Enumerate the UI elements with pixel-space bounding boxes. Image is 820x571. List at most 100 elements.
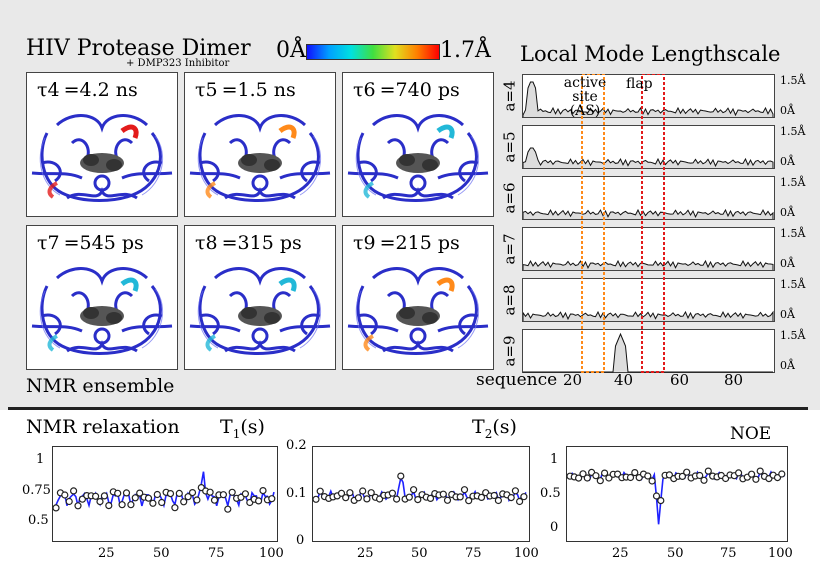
noe-xtick-50: 50 — [667, 546, 684, 561]
noe-ytick-0: 0 — [550, 520, 559, 535]
experiment-point — [100, 492, 109, 500]
t1-ytick-05: 0.5 — [28, 513, 49, 528]
experiment-point — [409, 486, 418, 494]
tau-value: =740 ps — [379, 79, 460, 101]
experiment-point — [439, 490, 447, 498]
experiment-point — [477, 493, 486, 502]
experiment-point — [255, 497, 263, 505]
lengthscale-curve — [523, 81, 774, 117]
noe-experiment-points — [566, 467, 786, 505]
tau-symbol: τ7 — [37, 232, 60, 254]
protein-ribbon-image — [189, 267, 331, 355]
row-ytick-top: 1.5Å — [780, 176, 806, 189]
experiment-point — [579, 470, 587, 478]
t1-xtick-25: 25 — [98, 546, 115, 561]
experiment-point — [153, 490, 161, 499]
experiment-point — [337, 489, 346, 497]
tau-value: =1.5 ns — [221, 79, 296, 101]
experiment-point — [696, 471, 704, 480]
lengthscale-row — [522, 278, 775, 322]
t1-xtick-75: 75 — [208, 546, 225, 561]
row-label: a=8 — [500, 278, 520, 322]
experiment-point — [188, 488, 197, 497]
protein-panel: τ5 =1.5 ns — [184, 72, 336, 217]
experiment-point — [65, 497, 73, 506]
experiment-point — [114, 489, 122, 497]
experiment-point — [224, 505, 232, 513]
lengthscale-row — [522, 227, 775, 271]
inhibitor-subtitle: + DMP323 Inhibitor — [126, 58, 230, 69]
row-ytick-bottom: 0Å — [780, 257, 795, 270]
experiment-point — [105, 501, 113, 510]
experiment-point — [241, 490, 249, 498]
t2-experiment-points — [312, 472, 528, 506]
active-site-region — [581, 74, 605, 373]
experiment-point — [219, 491, 227, 499]
experiment-point — [414, 495, 422, 504]
experiment-point — [405, 493, 413, 501]
experiment-point — [494, 496, 502, 505]
experiment-point — [388, 489, 397, 497]
experiment-point — [363, 495, 371, 503]
experiment-point — [456, 493, 464, 501]
t2-ytick-0: 0 — [296, 533, 305, 548]
protein-ribbon-image — [347, 114, 489, 202]
experiment-point — [166, 489, 175, 498]
experiment-point — [778, 470, 786, 478]
t2-ytick-02: 0.2 — [286, 438, 307, 453]
experiment-point — [149, 499, 157, 507]
experiment-point — [748, 470, 756, 478]
tau-label: τ9 =215 ps — [353, 232, 460, 254]
protein-panel: τ8 =315 ps — [184, 225, 336, 370]
t1-xtick-50: 50 — [153, 546, 170, 561]
row-label-text: a=4 — [501, 80, 519, 112]
experiment-point — [316, 487, 324, 495]
experiment-point — [259, 486, 267, 495]
experiment-point — [490, 491, 498, 500]
tau-value: =315 ps — [221, 232, 302, 254]
row-ytick-top: 1.5Å — [780, 278, 806, 291]
tau-symbol: τ6 — [353, 79, 376, 101]
protein-panel: τ9 =215 ps — [342, 225, 494, 370]
experiment-point — [136, 489, 144, 497]
row-label-text: a=5 — [501, 131, 519, 163]
experiment-point — [596, 477, 604, 485]
flap-label: flap — [626, 76, 653, 92]
noe-ytick-1: 1 — [550, 452, 559, 467]
row-label: a=5 — [500, 125, 520, 169]
experiment-point — [312, 495, 320, 503]
region-highlights — [581, 74, 665, 373]
experiment-point — [118, 501, 126, 509]
t2-title: T2(s) — [472, 416, 517, 441]
colorbar — [306, 44, 440, 60]
experiment-point — [392, 495, 401, 503]
row-ytick-bottom: 0Å — [780, 155, 795, 168]
row-label-text: a=6 — [501, 182, 519, 214]
lengthscale-curve — [523, 208, 774, 219]
lengthscale-curve — [523, 147, 774, 168]
experiment-point — [96, 497, 104, 506]
noe-xtick-100: 100 — [768, 546, 793, 561]
experiment-point — [443, 496, 452, 504]
colorbar-min-label: 0Å — [276, 38, 306, 63]
t1-experiment-points — [52, 483, 276, 513]
tau-label: τ6 =740 ps — [353, 79, 460, 101]
tau-label: τ4 =4.2 ns — [37, 79, 138, 101]
t2-xtick-75: 75 — [465, 546, 482, 561]
experiment-point — [342, 494, 350, 502]
active-site-label: active site (AS) — [563, 75, 607, 119]
experiment-point — [652, 492, 661, 500]
noe-xtick-75: 75 — [720, 546, 737, 561]
experiment-point — [52, 504, 60, 512]
experiment-point — [397, 472, 405, 480]
tau-value: =4.2 ns — [63, 79, 138, 101]
t2-xtick-100: 100 — [514, 546, 539, 561]
experiment-point — [626, 473, 635, 482]
t2-ytick-01: 0.1 — [286, 486, 307, 501]
tau-value: =215 ps — [379, 232, 460, 254]
experiment-point — [678, 472, 687, 480]
experiment-point — [206, 488, 214, 496]
experiment-point — [426, 494, 435, 503]
row-ytick-bottom: 0Å — [780, 359, 795, 372]
experiment-point — [756, 467, 764, 475]
